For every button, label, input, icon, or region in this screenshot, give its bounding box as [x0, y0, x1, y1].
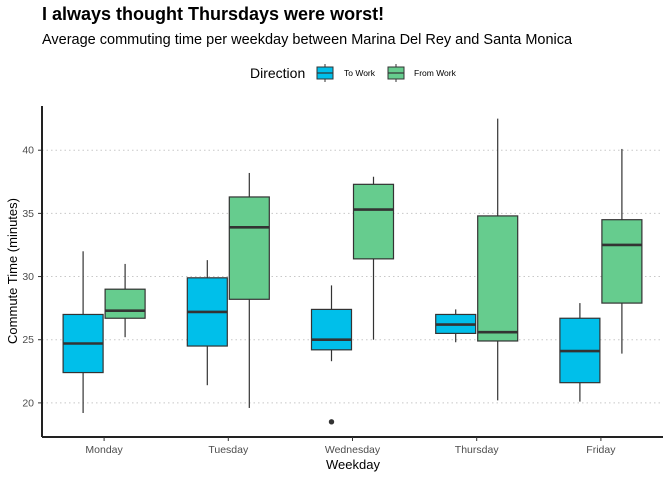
legend-label-to-work: To Work [344, 68, 376, 78]
box-from-work-tuesday [228, 172, 270, 408]
box-from-work-wednesday [352, 176, 395, 340]
box-from-work-monday-iqr [104, 288, 146, 319]
chart-subtitle: Average commuting time per weekday betwe… [42, 32, 573, 48]
box-to-work-wednesday [310, 285, 353, 425]
y-tick-label-40: 40 [22, 145, 34, 157]
x-axis-title: Weekday [326, 457, 380, 472]
box-to-work-friday [559, 303, 601, 402]
plot-boxes [62, 118, 643, 425]
box-from-work-monday [104, 263, 146, 338]
x-tick-label-wednesday: Wednesday [325, 444, 381, 456]
y-tick-label-30: 30 [22, 271, 34, 283]
y-axis-title: Commute Time (minutes) [5, 198, 20, 344]
box-from-work-friday-iqr [601, 219, 643, 304]
legend-key-to-work [316, 64, 334, 82]
box-from-work-thursday-iqr [477, 215, 519, 342]
legend: Direction To Work From Work [250, 64, 457, 82]
x-tick-label-monday: Monday [85, 444, 123, 456]
y-tick-label-20: 20 [22, 397, 34, 409]
box-from-work-thursday [477, 118, 519, 401]
y-tick-label-25: 25 [22, 334, 34, 346]
box-from-work-friday [601, 148, 643, 354]
box-from-work-tuesday-iqr [228, 196, 270, 300]
box-to-work-monday [62, 251, 104, 413]
chart-title: I always thought Thursdays were worst! [42, 4, 384, 24]
box-to-work-wednesday-outlier-0 [328, 419, 335, 425]
legend-label-from-work: From Work [414, 68, 457, 78]
x-tick-label-tuesday: Tuesday [208, 444, 249, 456]
box-to-work-thursday [435, 309, 477, 343]
legend-title: Direction [250, 65, 305, 81]
x-tick-label-thursday: Thursday [455, 444, 500, 456]
box-to-work-tuesday [186, 260, 228, 386]
box-to-work-wednesday-iqr [310, 308, 353, 351]
box-from-work-wednesday-iqr [352, 183, 395, 260]
legend-key-from-work [387, 64, 405, 82]
axes: 20 25 30 35 40 Monday Tuesday Wednesday Thursday… [22, 106, 663, 456]
x-tick-label-friday: Friday [586, 444, 616, 456]
y-tick-label-35: 35 [22, 208, 34, 220]
